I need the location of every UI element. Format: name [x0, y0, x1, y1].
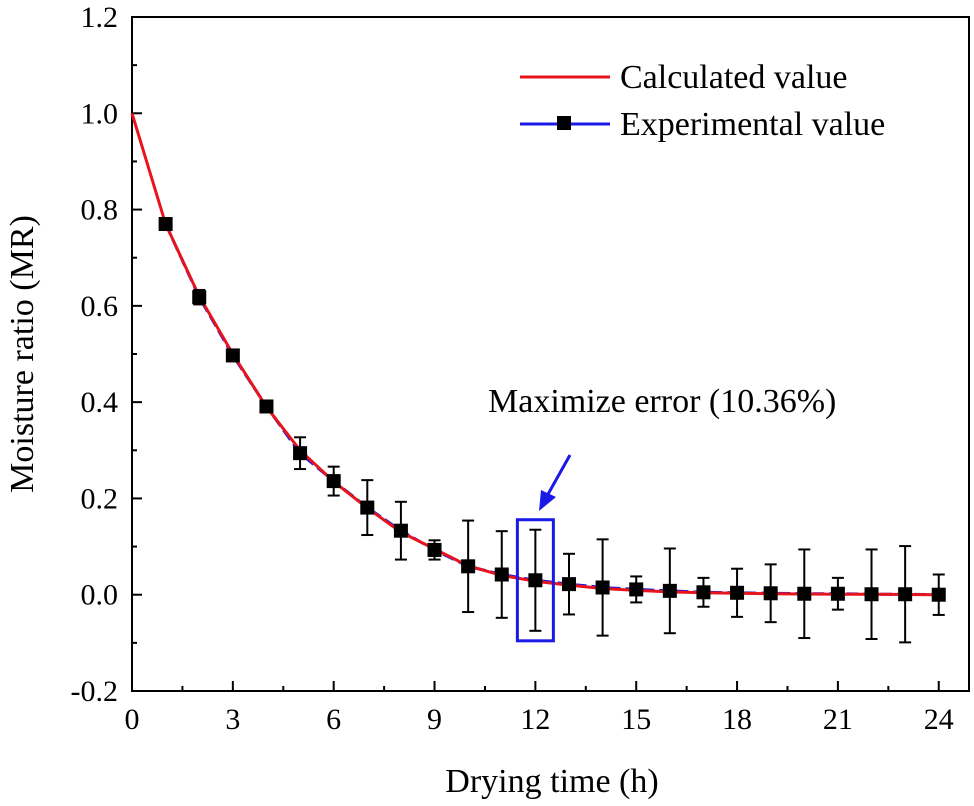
experimental-point: [898, 587, 913, 602]
experimental-point: [595, 580, 610, 595]
y-axis-title: Moisture ratio (MR): [4, 215, 41, 493]
x-tick-label: 12: [520, 703, 550, 736]
annotation-text: Maximize error (10.36%): [488, 383, 836, 420]
y-tick-label: 0.8: [81, 194, 119, 227]
y-tick-label: 0.4: [81, 386, 119, 419]
y-tick-label: 0.2: [81, 482, 119, 515]
axes-layer: 0 3 6 9 12 15 18 21 24 -0.2 0.0 0.2 0.4 0.6 0.8 1.0 1.2: [71, 1, 970, 736]
experimental-point: [192, 290, 207, 305]
legend-experimental-marker: [557, 116, 571, 130]
x-tick-label: 24: [924, 703, 954, 736]
annotation: Maximize error (10.36%): [488, 383, 836, 643]
experimental-point: [293, 446, 308, 461]
x-tick-label: 9: [427, 703, 442, 736]
x-tick-label: 0: [125, 703, 140, 736]
experimental-point: [931, 587, 946, 602]
y-tick-label: -0.2: [71, 675, 119, 708]
experimental-point: [360, 500, 375, 515]
y-tick-label: 1.0: [81, 97, 119, 130]
experimental-point: [696, 585, 711, 600]
y-tick-label: 1.2: [81, 1, 119, 34]
legend-experimental-label: Experimental value: [620, 106, 885, 143]
experimental-point: [427, 542, 442, 557]
experimental-point: [225, 348, 240, 363]
experimental-point: [730, 585, 745, 600]
annotation-arrow-head: [539, 490, 556, 511]
x-tick-label: 21: [823, 703, 853, 736]
experimental-point: [830, 586, 845, 601]
x-tick-label: 18: [722, 703, 752, 736]
legend-calculated-label: Calculated value: [620, 59, 848, 96]
y-tick-label: 0.0: [81, 579, 119, 612]
annotation-box: [515, 518, 555, 643]
experimental-point: [393, 523, 408, 538]
x-tick-label: 3: [225, 703, 240, 736]
experimental-point: [763, 586, 778, 601]
series-layer: [130, 112, 946, 644]
x-tick-label: 15: [621, 703, 651, 736]
experimental-point: [158, 217, 173, 232]
annotation-arrow-shaft: [545, 454, 572, 497]
experimental-point: [797, 586, 812, 601]
y-tick-label: 0.6: [81, 290, 119, 323]
legend: Calculated value Experimental value: [520, 59, 885, 143]
experimental-point: [864, 587, 879, 602]
experimental-point: [561, 577, 576, 592]
experimental-point: [662, 583, 677, 598]
x-tick-label: 6: [326, 703, 341, 736]
experimental-point: [494, 567, 509, 582]
experimental-point: [461, 559, 476, 574]
experimental-point: [629, 582, 644, 597]
experimental-point: [259, 399, 274, 414]
experimental-point: [528, 573, 543, 588]
calculated-line: [130, 112, 939, 597]
x-axis-title: Drying time (h): [445, 763, 658, 800]
experimental-point: [326, 474, 341, 489]
